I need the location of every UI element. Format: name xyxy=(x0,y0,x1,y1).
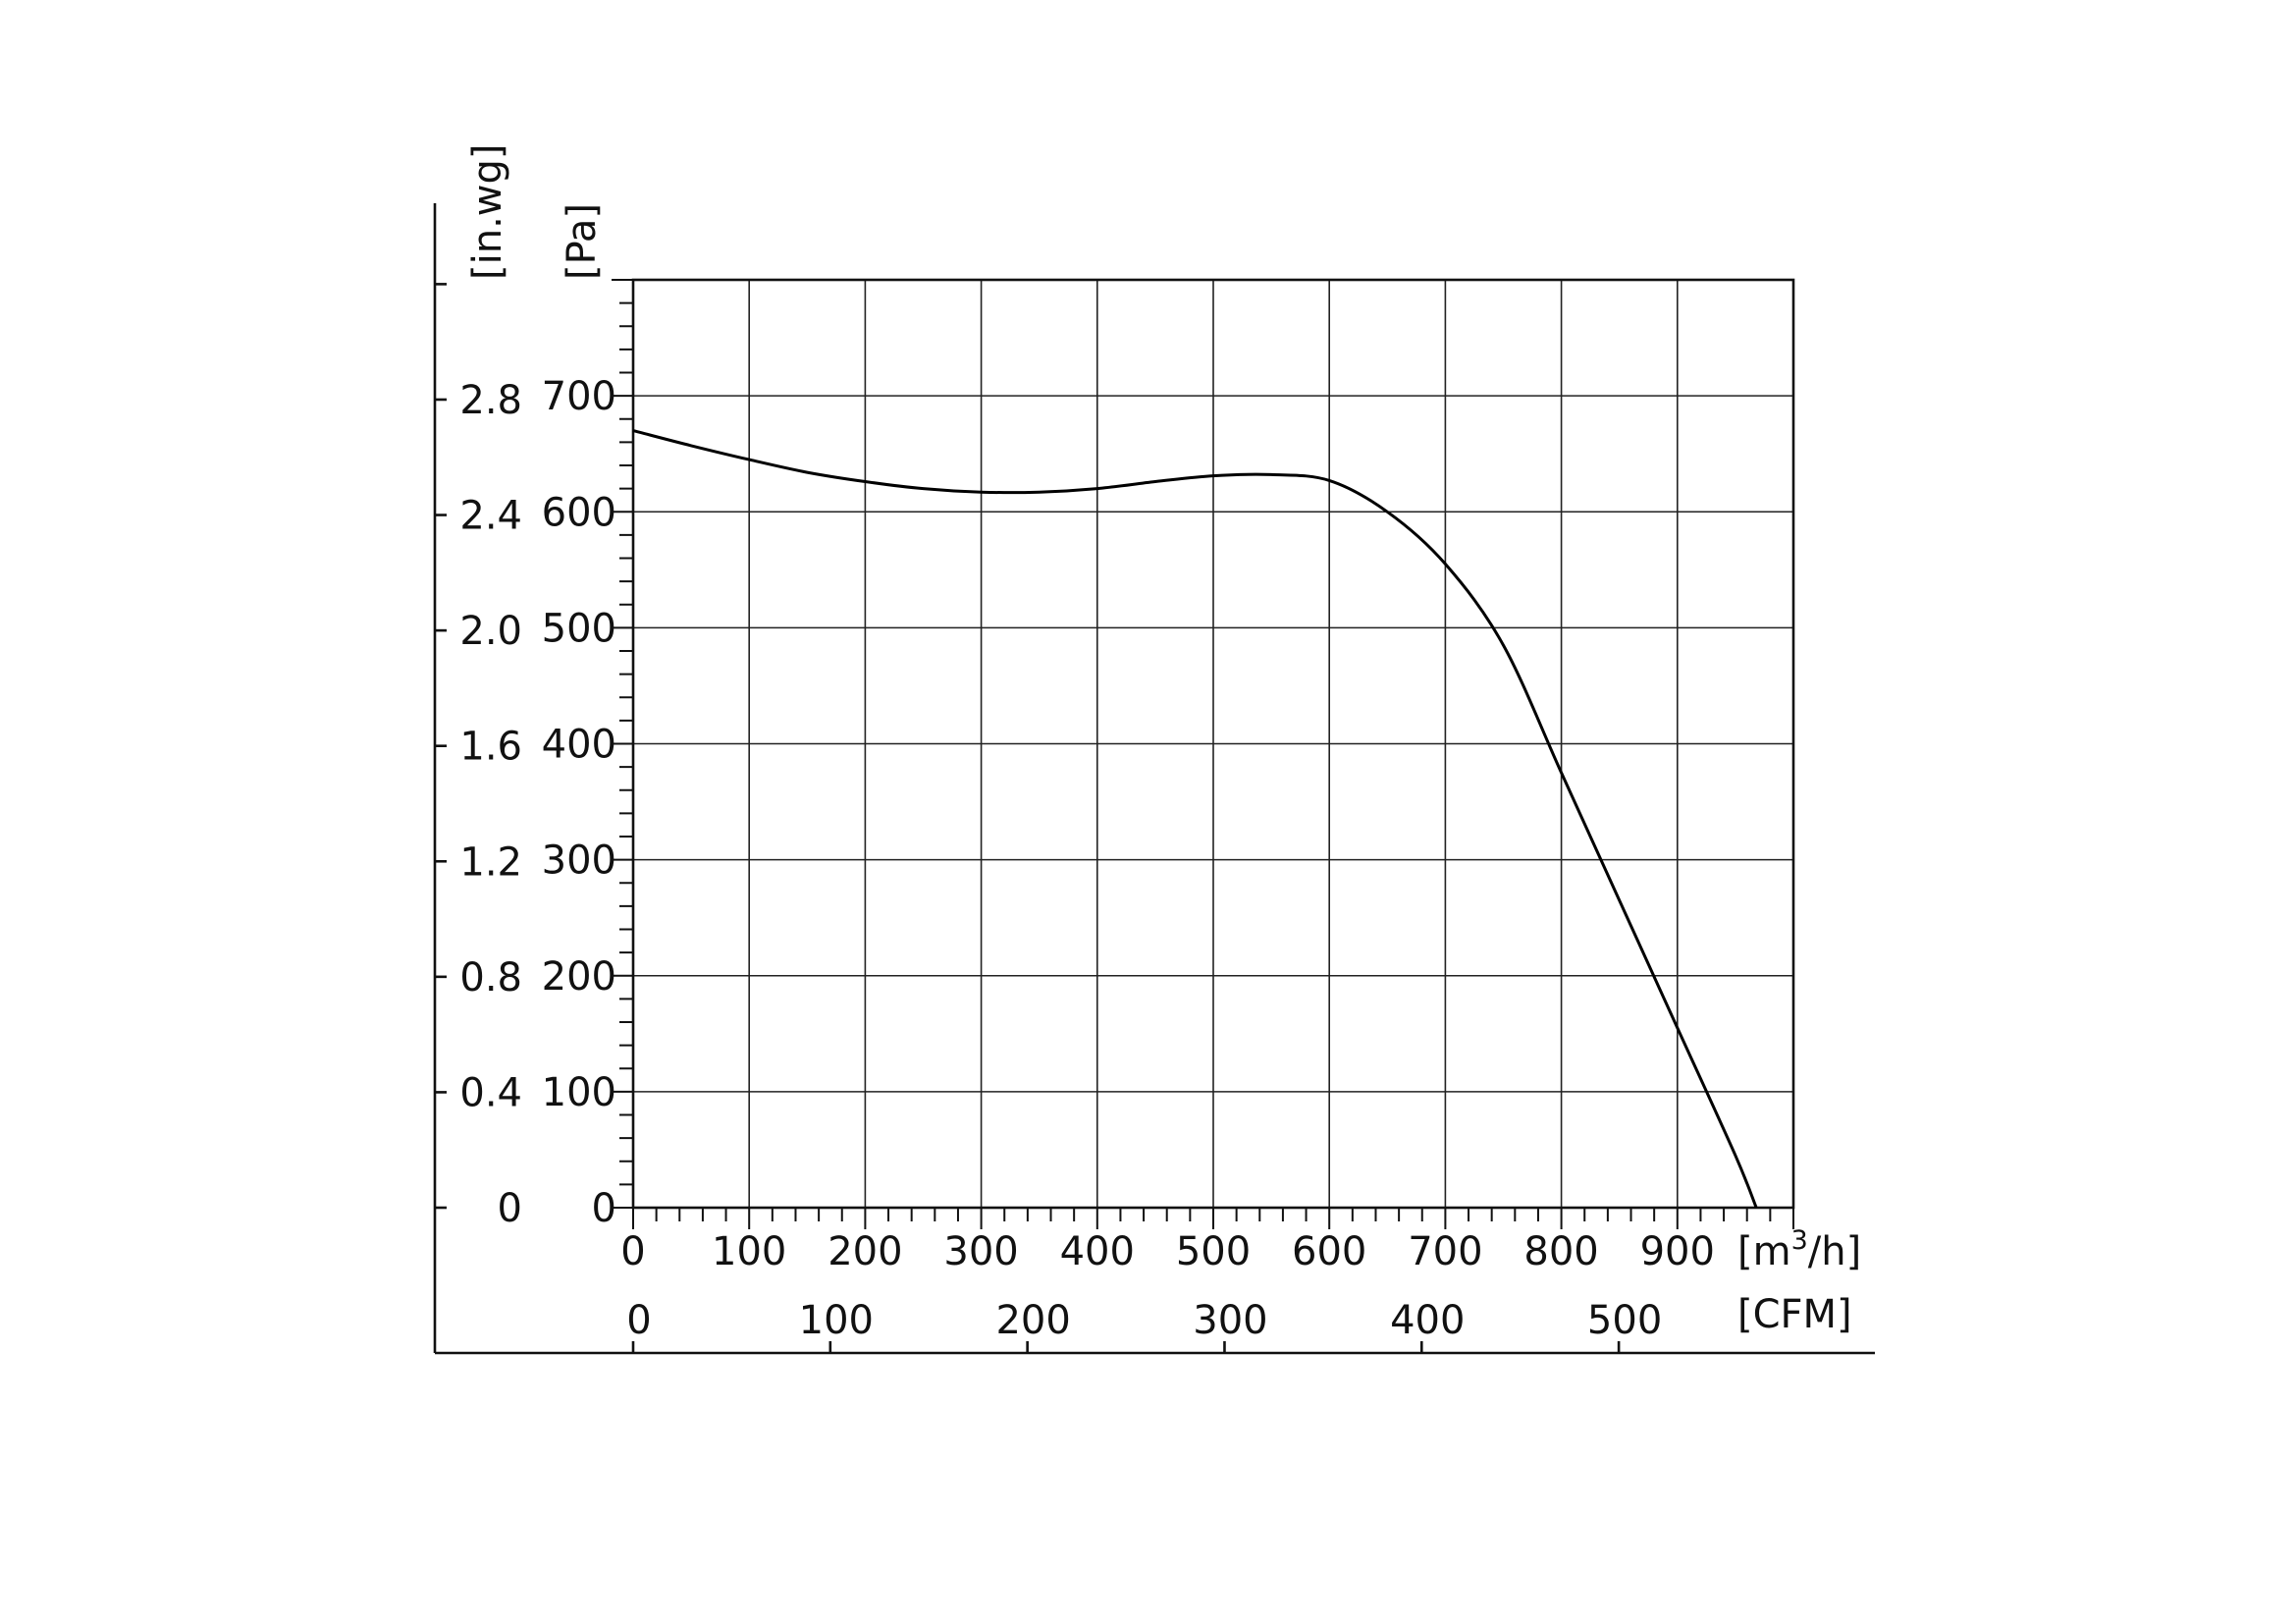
x-primary-tick-label: 300 xyxy=(943,1229,1018,1274)
y-secondary-unit-label: [in.wg] xyxy=(465,144,510,281)
x-primary-tick-label: 100 xyxy=(712,1229,786,1274)
y-secondary-tick-label: 0.4 xyxy=(459,1070,522,1115)
x-primary-unit-label: [m3/h] xyxy=(1737,1225,1861,1274)
y-primary-tick-label: 100 xyxy=(542,1070,616,1115)
y-primary-tick-label: 300 xyxy=(542,839,616,884)
x-primary-tick-label: 900 xyxy=(1640,1229,1715,1274)
x-secondary-tick-label: 100 xyxy=(799,1298,874,1343)
y-secondary-tick-label: 1.6 xyxy=(459,725,522,770)
x-secondary-tick-label: 400 xyxy=(1390,1298,1465,1343)
ticks-layer xyxy=(435,279,1794,1353)
tick-labels-layer: 0 100 200 300 400 500 600 700 0 0.4 0.8 1.2 1.6 2.0 2.… xyxy=(459,374,1715,1343)
x-primary-unit-superscript: 3 xyxy=(1791,1225,1808,1256)
x-primary-tick-label: 800 xyxy=(1523,1229,1598,1274)
x-primary-tick-label: 600 xyxy=(1292,1229,1366,1274)
x-primary-tick-label: 0 xyxy=(620,1229,645,1274)
x-secondary-tick-label: 200 xyxy=(995,1298,1070,1343)
y-primary-tick-label: 400 xyxy=(542,723,616,768)
y-primary-tick-label: 700 xyxy=(542,374,616,419)
performance-curve xyxy=(632,429,1758,1209)
y-primary-unit-label: [Pa] xyxy=(560,203,605,280)
x-primary-tick-label: 500 xyxy=(1176,1229,1251,1274)
grid-layer xyxy=(633,280,1793,1208)
x-secondary-unit-label: [CFM] xyxy=(1737,1292,1852,1337)
x-primary-unit-tail: /h] xyxy=(1808,1229,1861,1274)
y-secondary-tick-label: 1.2 xyxy=(459,839,522,885)
x-primary-tick-label: 200 xyxy=(828,1229,902,1274)
x-primary-unit-base: [m xyxy=(1737,1229,1791,1274)
y-primary-tick-label: 0 xyxy=(592,1186,616,1231)
y-primary-tick-label: 500 xyxy=(542,606,616,651)
y-primary-tick-label: 600 xyxy=(542,490,616,535)
x-secondary-tick-label: 500 xyxy=(1587,1298,1662,1343)
y-secondary-tick-label: 2.8 xyxy=(459,378,522,423)
outer-axis-frame xyxy=(433,203,1875,1355)
y-secondary-tick-label: 0 xyxy=(498,1186,522,1231)
x-secondary-tick-label: 0 xyxy=(626,1298,651,1343)
y-primary-tick-label: 200 xyxy=(542,954,616,1000)
y-secondary-tick-label: 2.4 xyxy=(459,494,522,539)
y-secondary-tick-label: 2.0 xyxy=(459,609,522,654)
y-secondary-tick-label: 0.8 xyxy=(459,955,522,1001)
x-primary-tick-label: 700 xyxy=(1408,1229,1482,1274)
x-primary-tick-label: 400 xyxy=(1060,1229,1135,1274)
x-secondary-tick-label: 300 xyxy=(1193,1298,1267,1343)
